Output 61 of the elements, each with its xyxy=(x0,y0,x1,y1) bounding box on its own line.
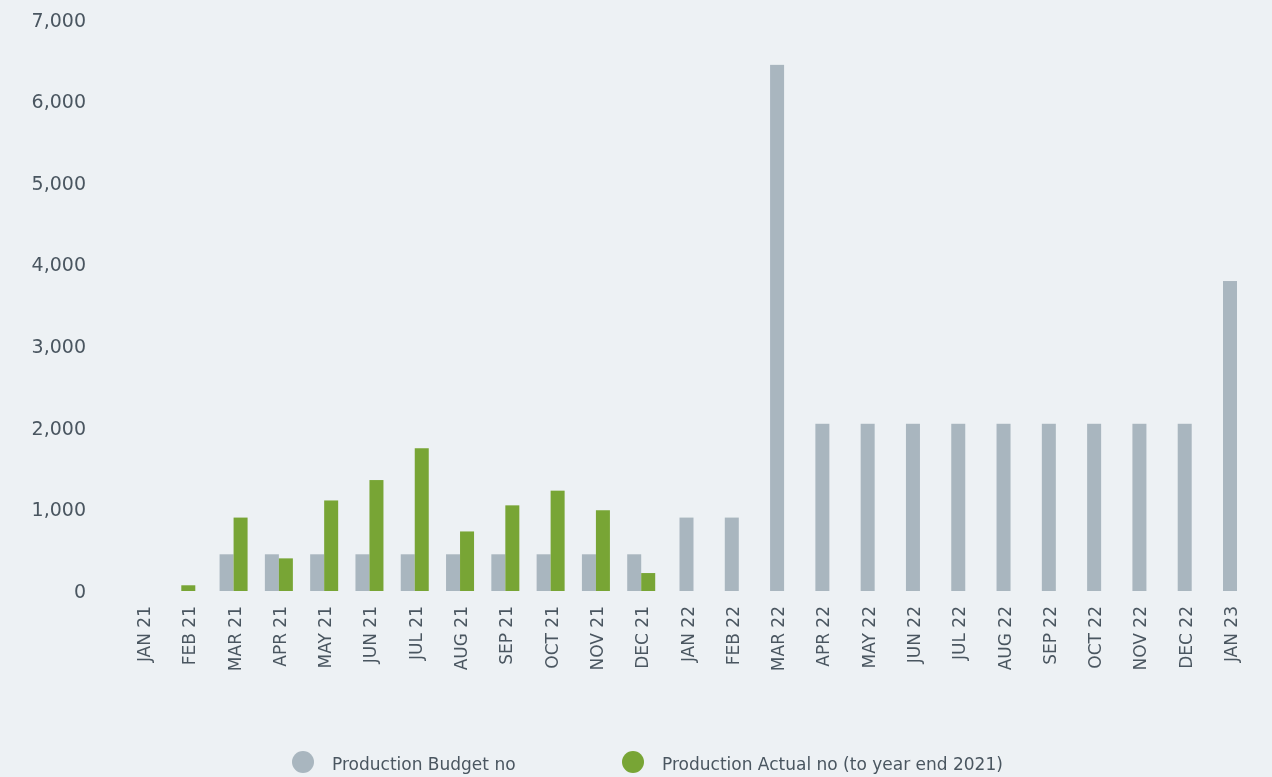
bar xyxy=(550,490,565,591)
bar xyxy=(1087,423,1102,591)
bar xyxy=(233,517,248,591)
bar xyxy=(1041,423,1056,591)
x-tick-label: APR 22 xyxy=(813,606,834,667)
x-tick-label: AUG 22 xyxy=(994,606,1015,671)
bar xyxy=(505,505,520,591)
x-tick-label: SEP 22 xyxy=(1039,606,1060,665)
x-tick-label: JAN 22 xyxy=(677,606,698,664)
y-tick-label: 2,000 xyxy=(31,416,86,439)
bar xyxy=(905,423,920,591)
y-tick-label: 3,000 xyxy=(31,334,86,357)
bar xyxy=(369,480,384,591)
x-tick-label: SEP 21 xyxy=(496,606,517,665)
bar xyxy=(1177,423,1192,591)
bar xyxy=(491,554,506,591)
x-tick-label: MAR 21 xyxy=(224,606,245,672)
x-tick-label: OCT 21 xyxy=(541,606,562,669)
x-tick-label: JUL 22 xyxy=(949,606,970,661)
bar xyxy=(355,554,370,591)
x-tick-label: MAR 22 xyxy=(768,606,789,672)
bar xyxy=(414,448,429,591)
bar xyxy=(996,423,1011,591)
x-tick-label: OCT 22 xyxy=(1085,606,1106,669)
y-tick-label: 4,000 xyxy=(31,253,86,276)
bar xyxy=(278,558,293,591)
x-tick-label: APR 21 xyxy=(269,606,290,667)
x-tick-label: JUN 22 xyxy=(903,606,924,665)
x-tick-label: JAN 23 xyxy=(1221,606,1241,664)
x-tick-label: FEB 21 xyxy=(179,606,200,666)
legend-label: Production Budget no xyxy=(332,753,516,774)
bar xyxy=(595,510,610,591)
x-tick-label: MAY 21 xyxy=(315,606,336,669)
bar xyxy=(324,500,339,591)
x-tick-label: FEB 22 xyxy=(722,606,743,666)
x-tick-label: AUG 21 xyxy=(451,606,472,671)
bar xyxy=(400,554,415,591)
legend-label: Production Actual no (to year end 2021) xyxy=(662,753,1003,774)
y-tick-label: 6,000 xyxy=(31,90,86,113)
bar xyxy=(219,554,234,591)
x-tick-label: DEC 22 xyxy=(1175,606,1196,669)
x-tick-label: MAY 22 xyxy=(858,606,879,669)
bar xyxy=(860,423,875,591)
x-tick-label: JUN 21 xyxy=(360,606,381,665)
bar xyxy=(951,423,966,591)
x-tick-label: NOV 21 xyxy=(586,606,607,671)
y-tick-label: 5,000 xyxy=(31,171,86,194)
bar xyxy=(264,554,279,591)
y-tick-label: 0 xyxy=(73,579,86,602)
x-tick-label: DEC 21 xyxy=(632,606,653,669)
bar xyxy=(310,554,325,591)
bar xyxy=(1223,281,1237,591)
y-tick-label: 7,000 xyxy=(31,8,86,31)
y-tick-label: 1,000 xyxy=(31,498,86,521)
bar xyxy=(641,573,656,591)
x-tick-label: NOV 22 xyxy=(1130,606,1151,671)
x-tick-label: JAN 21 xyxy=(134,606,154,664)
x-tick-label: JUL 21 xyxy=(405,606,426,661)
bar xyxy=(1132,423,1147,591)
bar xyxy=(446,554,461,591)
bar xyxy=(460,531,475,591)
